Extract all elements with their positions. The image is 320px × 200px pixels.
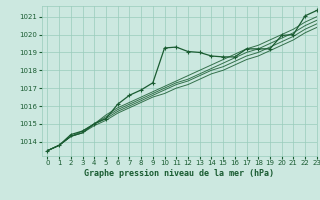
X-axis label: Graphe pression niveau de la mer (hPa): Graphe pression niveau de la mer (hPa) — [84, 169, 274, 178]
